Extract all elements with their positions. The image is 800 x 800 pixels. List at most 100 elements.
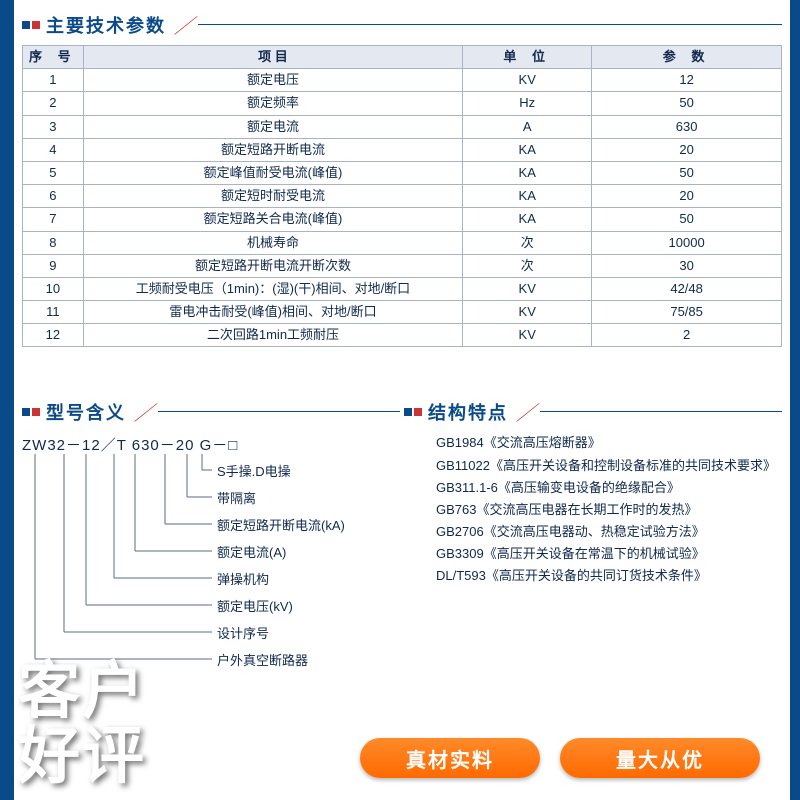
- table-cell: 工频耐受电压（1min)：(湿)(干)相间、对地/断口: [83, 277, 463, 300]
- standard-title: 《交流高压熔断器》: [484, 435, 601, 450]
- table-cell: KV: [463, 301, 592, 324]
- table-cell: 42/48: [592, 277, 782, 300]
- table-cell: 5: [23, 161, 84, 184]
- title-squares-icon: [22, 408, 40, 416]
- promo-big-text: 客户 好评: [18, 659, 146, 790]
- table-cell: 12: [23, 324, 84, 347]
- slash-icon: ／: [516, 397, 536, 426]
- table-cell: 30: [592, 254, 782, 277]
- table-row: 11雷电冲击耐受(峰值)相间、对地/断口KV75/85: [23, 301, 782, 324]
- table-cell: 雷电冲击耐受(峰值)相间、对地/断口: [83, 301, 463, 324]
- table-row: 12二次回路1min工频耐压KV2: [23, 324, 782, 347]
- title-squares-icon: [404, 408, 422, 416]
- standard-title: 《交流高压电器在长期工作时的发热》: [476, 502, 697, 517]
- promo-line1: 客户: [18, 659, 146, 725]
- standard-title: 《高压输变电设备的绝缘配合》: [498, 480, 680, 495]
- table-row: 2额定频率Hz50: [23, 92, 782, 115]
- col-header-unit: 单 位: [463, 46, 592, 69]
- standard-row: GB2706《交流高压电器动、热稳定试验方法》: [436, 521, 790, 543]
- col-header-item: 项 目: [83, 46, 463, 69]
- table-cell: 4: [23, 138, 84, 161]
- table-cell: 50: [592, 92, 782, 115]
- standards-list: GB1984《交流高压熔断器》 GB11022《高压开关设备和控制设备标准的共同技…: [436, 432, 790, 587]
- table-row: 9额定短路开断电流开断次数次30: [23, 254, 782, 277]
- section-title-model: 型号含义 ／: [22, 397, 400, 426]
- table-cell: 额定短时耐受电流: [83, 185, 463, 208]
- standard-code: GB311.1-6: [436, 480, 498, 495]
- table-cell: 9: [23, 254, 84, 277]
- table-cell: A: [463, 115, 592, 138]
- table-cell: 3: [23, 115, 84, 138]
- standard-row: DL/T593《高压开关设备的共同订货技术条件》: [436, 565, 790, 587]
- table-row: 10工频耐受电压（1min)：(湿)(干)相间、对地/断口KV42/48: [23, 277, 782, 300]
- table-cell: 20: [592, 138, 782, 161]
- standard-code: DL/T593: [436, 568, 486, 583]
- section-title-struct: 结构特点 ／: [404, 397, 782, 426]
- promo-pill-2: 量大从优: [560, 738, 760, 778]
- table-cell: 额定短路开断电流: [83, 138, 463, 161]
- standard-title: 《高压开关设备的共同订货技术条件》: [486, 568, 707, 583]
- section-title-model-text: 型号含义: [46, 399, 126, 425]
- table-row: 5额定峰值耐受电流(峰值)KA50: [23, 161, 782, 184]
- table-row: 7额定短路关合电流(峰值)KA50: [23, 208, 782, 231]
- standard-title: 《高压开关设备和控制设备标准的共同技术要求》: [490, 458, 776, 473]
- promo-line2: 好评: [18, 724, 146, 790]
- table-cell: KA: [463, 208, 592, 231]
- table-cell: 75/85: [592, 301, 782, 324]
- table-row: 8机械寿命次10000: [23, 231, 782, 254]
- table-cell: 12: [592, 69, 782, 92]
- table-cell: 20: [592, 185, 782, 208]
- model-label: 带隔离: [217, 488, 256, 507]
- table-cell: 额定电压: [83, 69, 463, 92]
- col-header-val: 参 数: [592, 46, 782, 69]
- table-cell: 7: [23, 208, 84, 231]
- table-cell: 机械寿命: [83, 231, 463, 254]
- table-cell: 2: [592, 324, 782, 347]
- table-cell: 1: [23, 69, 84, 92]
- standard-row: GB763《交流高压电器在长期工作时的发热》: [436, 499, 790, 521]
- table-row: 4额定短路开断电流KA20: [23, 138, 782, 161]
- standard-title: 《交流高压电器动、热稳定试验方法》: [484, 524, 705, 539]
- table-cell: 次: [463, 254, 592, 277]
- table-cell: KV: [463, 324, 592, 347]
- promo-overlay: 客户 好评 真材实料 量大从优: [0, 630, 800, 800]
- col-header-idx: 序 号: [23, 46, 84, 69]
- standard-code: GB1984: [436, 435, 484, 450]
- standard-row: GB3309《高压开关设备在常温下的机械试验》: [436, 543, 790, 565]
- table-cell: 630: [592, 115, 782, 138]
- title-squares-icon: [22, 21, 40, 29]
- model-label: 弹操机构: [217, 569, 269, 588]
- table-cell: 11: [23, 301, 84, 324]
- standard-code: GB3309: [436, 546, 484, 561]
- table-cell: 6: [23, 185, 84, 208]
- standard-code: GB11022: [436, 458, 490, 473]
- title-rule: [158, 411, 400, 412]
- table-cell: 50: [592, 208, 782, 231]
- table-cell: 额定峰值耐受电流(峰值): [83, 161, 463, 184]
- table-cell: 次: [463, 231, 592, 254]
- table-cell: 额定电流: [83, 115, 463, 138]
- table-cell: 2: [23, 92, 84, 115]
- standard-code: GB763: [436, 502, 476, 517]
- table-cell: 10: [23, 277, 84, 300]
- table-cell: 10000: [592, 231, 782, 254]
- model-label: 额定电流(A): [217, 542, 286, 561]
- table-cell: 额定短路关合电流(峰值): [83, 208, 463, 231]
- table-cell: 额定频率: [83, 92, 463, 115]
- title-rule: [198, 24, 782, 25]
- section-title-spec: 主要技术参数 ／: [22, 10, 782, 39]
- table-cell: 50: [592, 161, 782, 184]
- table-cell: KA: [463, 185, 592, 208]
- table-row: 3额定电流A630: [23, 115, 782, 138]
- slash-icon: ／: [134, 397, 154, 426]
- table-row: 1额定电压KV12: [23, 69, 782, 92]
- table-header-row: 序 号 项 目 单 位 参 数: [23, 46, 782, 69]
- table-cell: KA: [463, 138, 592, 161]
- title-rule: [540, 411, 782, 412]
- table-cell: KV: [463, 69, 592, 92]
- spec-table: 序 号 项 目 单 位 参 数 1额定电压KV122额定频率Hz503额定电流A…: [22, 45, 782, 347]
- standard-code: GB2706: [436, 524, 484, 539]
- slash-icon: ／: [174, 10, 194, 39]
- table-cell: 额定短路开断电流开断次数: [83, 254, 463, 277]
- standard-row: GB311.1-6《高压输变电设备的绝缘配合》: [436, 477, 790, 499]
